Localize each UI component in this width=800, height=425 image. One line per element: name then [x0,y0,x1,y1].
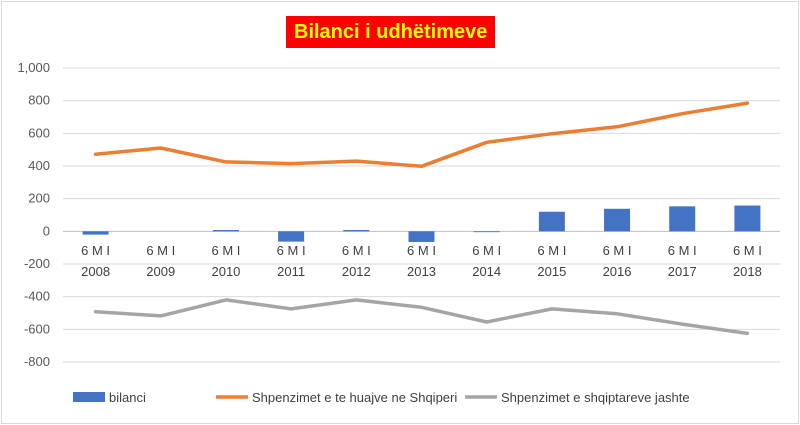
series-line [93,298,750,336]
x-tick-label: 2011 [277,264,305,279]
x-tick-label: 2016 [603,264,632,279]
series-line [93,101,750,169]
bar [408,231,435,242]
bar [734,205,761,232]
x-tick-label: 6 M I [668,243,697,258]
x-tick-label: 6 M I [212,243,241,258]
bar [604,208,631,232]
chart-title-box: Bilanci i udhëtimeve [286,16,496,48]
y-tick-label: -200 [24,256,50,271]
y-tick-label: 0 [43,223,50,238]
bar [473,231,500,233]
y-tick-label: 1,000 [17,60,50,75]
y-tick-label: -600 [24,321,50,336]
x-tick-label: 2017 [668,264,697,279]
y-axis-ticks: 1,000 800 600 400 200 0 -200 -400 -600 -800 [17,60,50,369]
x-tick-label: 6 M I [733,243,762,258]
x-tick-label: 6 M I [472,243,501,258]
x-tick-label: 2014 [472,264,501,279]
x-tick-label: 2018 [733,264,762,279]
y-tick-label: -800 [24,354,50,369]
x-tick-label: 2015 [537,264,566,279]
legend: bilanci Shpenzimet e te huajve ne Shqiper… [73,390,690,405]
x-tick-label: 2013 [407,264,436,279]
x-tick-label: 6 M I [537,243,566,258]
x-tick-label: 6 M I [342,243,371,258]
bar [278,231,305,242]
x-tick-label: 2012 [342,264,371,279]
legend-swatch [73,392,105,402]
legend-label: Shpenzimet e te huajve ne Shqiperi [252,390,457,405]
x-tick-label: 6 M I [407,243,436,258]
bar [538,211,565,232]
bar [343,230,370,232]
x-tick-label: 6 M I [81,243,110,258]
legend-label: bilanci [109,390,146,405]
chart-title: Bilanci i udhëtimeve [294,20,488,43]
y-tick-label: 800 [28,93,50,108]
x-tick-label: 6 M I [603,243,632,258]
bar-series [82,205,761,242]
y-tick-label: 600 [28,125,50,140]
x-axis-ticks: 6 M I 2008 6 M I 2009 6 M I 2010 6 M I 2011 6 M … [81,243,762,279]
x-tick-label: 2009 [146,264,175,279]
x-tick-label: 2008 [81,264,110,279]
y-tick-label: 200 [28,191,50,206]
bar [82,231,109,235]
x-tick-label: 6 M I [277,243,306,258]
line-series [93,101,750,336]
bar [212,230,239,232]
bar [669,206,696,232]
legend-label: Shpenzimet e shqiptareve jashte [501,390,690,405]
x-tick-label: 2010 [211,264,240,279]
y-tick-label: -400 [24,289,50,304]
x-tick-label: 6 M I [146,243,175,258]
y-tick-label: 400 [28,158,50,173]
